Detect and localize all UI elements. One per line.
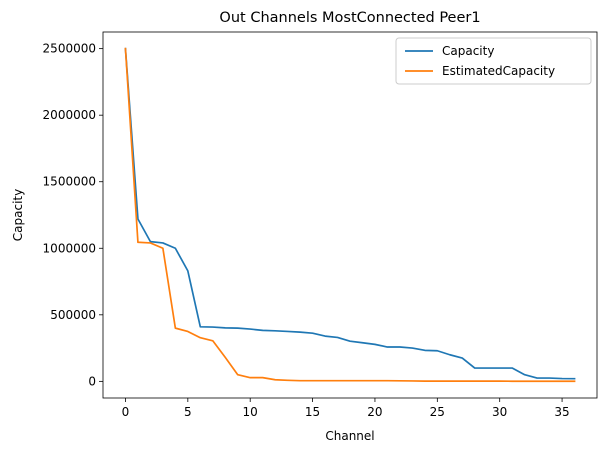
legend-label: Capacity <box>442 44 494 58</box>
x-tick-label: 10 <box>243 405 258 419</box>
legend: Capacity EstimatedCapacity <box>395 37 592 85</box>
series-layer <box>124 47 576 383</box>
chart-title: Out Channels MostConnected Peer1 <box>219 10 480 26</box>
series-line-capacity <box>124 47 576 380</box>
y-tick-label: 1000000 <box>43 241 96 255</box>
legend-label: EstimatedCapacity <box>442 64 555 78</box>
y-axis-label: Capacity <box>11 189 25 241</box>
y-tick-label: 2500000 <box>43 42 96 56</box>
x-axis: 0 5 10 15 20 25 30 35 <box>122 398 570 419</box>
x-tick-label: 5 <box>184 405 192 419</box>
x-tick-label: 0 <box>122 405 130 419</box>
x-tick-label: 15 <box>305 405 320 419</box>
y-tick-label: 1500000 <box>43 175 96 189</box>
x-tick-label: 35 <box>554 405 569 419</box>
legend-box <box>395 37 592 85</box>
y-axis: 0 500000 1000000 1500000 2000000 2500000 <box>43 42 103 388</box>
x-axis-label: Channel <box>325 429 374 443</box>
x-tick-label: 20 <box>367 405 382 419</box>
y-tick-label: 500000 <box>50 308 96 322</box>
y-tick-label: 0 <box>88 374 96 388</box>
plot-frame <box>102 31 598 399</box>
x-tick-label: 25 <box>430 405 445 419</box>
series-line-estimatedcapacity <box>124 47 576 383</box>
x-tick-label: 30 <box>492 405 507 419</box>
y-tick-label: 2000000 <box>43 108 96 122</box>
